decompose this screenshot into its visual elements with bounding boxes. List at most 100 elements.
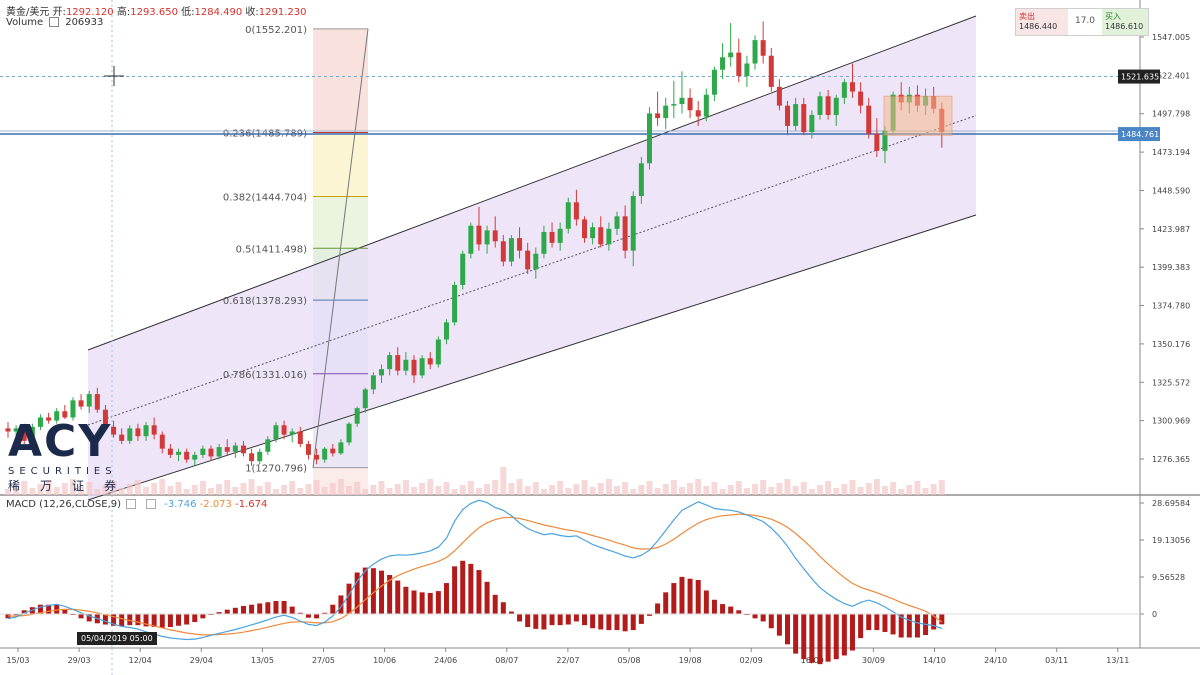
volume-bar xyxy=(29,488,36,495)
macd-hist-bar xyxy=(411,590,417,614)
candle-body xyxy=(119,434,125,441)
macd-hist-bar xyxy=(655,603,661,614)
candle-body xyxy=(289,431,295,435)
macd-hist-bar xyxy=(565,614,571,625)
macd-hist-bar xyxy=(257,603,263,614)
candle-body xyxy=(500,241,506,262)
volume-bar xyxy=(289,481,296,495)
candle-body xyxy=(646,113,652,164)
macd-y-tick-label: 28.69584 xyxy=(1152,499,1190,508)
volume-bar xyxy=(890,482,897,495)
macd-hist-bar xyxy=(801,614,807,660)
open-value: 1292.120 xyxy=(65,7,114,18)
fib-level-label: 0.786(1331.016) xyxy=(223,370,307,381)
macd-hist-bar xyxy=(728,606,734,614)
price-tag-bg xyxy=(1118,69,1160,84)
volume-header: Volume 206933 xyxy=(6,17,103,28)
volume-bar xyxy=(524,486,531,495)
macd-hist-bar xyxy=(78,614,84,619)
candle-body xyxy=(720,57,726,70)
volume-bar xyxy=(808,489,815,495)
settings-icon[interactable] xyxy=(49,17,60,27)
candle-body xyxy=(736,52,742,76)
volume-bar xyxy=(232,487,239,495)
volume-bar xyxy=(443,482,450,495)
candle-body xyxy=(793,104,799,126)
volume-bar xyxy=(110,481,117,495)
volume-bar xyxy=(21,481,28,495)
signal-value: -2.073 xyxy=(199,499,232,510)
volume-bar xyxy=(216,484,223,495)
x-tick-label: 24/10 xyxy=(984,656,1007,665)
volume-bar xyxy=(167,486,174,495)
settings-icon[interactable] xyxy=(126,499,137,509)
volume-value: 206933 xyxy=(65,17,104,28)
candle-body xyxy=(817,96,823,115)
macd-hist-bar xyxy=(452,566,458,614)
macd-hist-bar xyxy=(468,563,474,614)
volume-bar xyxy=(272,489,279,495)
volume-bar xyxy=(370,485,377,495)
macd-y-tick-label: 19.13056 xyxy=(1152,536,1190,545)
macd-hist-bar xyxy=(62,609,68,614)
volume-bar xyxy=(134,480,141,495)
fib-level-label: 0.618(1378.293) xyxy=(223,296,307,307)
volume-bar xyxy=(451,489,458,495)
candle-body xyxy=(135,428,141,437)
macd-label: MACD (12,26,CLOSE,9) xyxy=(6,499,122,510)
candle-body xyxy=(167,448,173,455)
close-label: 收: xyxy=(245,7,259,18)
volume-bar xyxy=(45,480,52,495)
candle-body xyxy=(476,225,482,245)
macd-hist-bar xyxy=(695,579,701,614)
volume-bar xyxy=(53,487,60,495)
sell-button[interactable]: 卖出 1486.440 xyxy=(1016,9,1068,35)
macd-hist-bar xyxy=(736,610,742,614)
macd-hist-bar xyxy=(906,614,912,638)
volume-bar xyxy=(175,482,182,495)
volume-bar xyxy=(540,489,547,495)
volume-bar xyxy=(208,488,214,495)
candle-body xyxy=(606,228,612,245)
candle-body xyxy=(297,431,303,444)
candle-body xyxy=(37,417,43,427)
macd-hist-bar xyxy=(427,592,433,614)
volume-bar xyxy=(305,484,312,495)
x-tick-label: 14/10 xyxy=(923,656,946,665)
y-tick-label: 1300.969 xyxy=(1152,417,1190,426)
volume-label: Volume xyxy=(6,17,44,28)
x-tick-label: 08/07 xyxy=(495,656,518,665)
candle-body xyxy=(314,454,320,460)
macd-hist-bar xyxy=(484,581,490,614)
candle-body xyxy=(102,409,108,427)
candle-body xyxy=(151,425,157,435)
candle-body xyxy=(866,105,872,134)
volume-bar xyxy=(475,488,482,495)
macd-hist-bar xyxy=(37,604,43,614)
y-tick-label: 1547.005 xyxy=(1152,33,1190,42)
macd-hist-bar xyxy=(232,607,238,614)
close-icon[interactable] xyxy=(146,499,157,509)
volume-bar xyxy=(435,486,442,495)
volume-bar xyxy=(727,485,734,495)
macd-hist-bar xyxy=(882,614,888,632)
candle-body xyxy=(525,250,531,270)
volume-bar xyxy=(143,487,150,495)
candle-body xyxy=(703,94,709,117)
macd-hist-bar xyxy=(476,570,482,614)
volume-bar xyxy=(69,479,76,495)
volume-bar xyxy=(678,487,685,495)
x-tick-label: 03/11 xyxy=(1045,656,1068,665)
volume-bar xyxy=(865,483,872,495)
macd-hist-bar xyxy=(159,614,165,628)
macd-hist-bar xyxy=(776,614,782,636)
volume-bar xyxy=(760,480,767,495)
macd-hist-bar xyxy=(598,614,604,630)
macd-hist-bar xyxy=(866,614,872,631)
macd-hist-bar xyxy=(314,614,320,619)
candle-body xyxy=(338,442,344,454)
macd-hist-bar xyxy=(671,583,677,614)
buy-button[interactable]: 买入 1486.610 xyxy=(1102,9,1148,35)
candle-body xyxy=(354,408,360,424)
